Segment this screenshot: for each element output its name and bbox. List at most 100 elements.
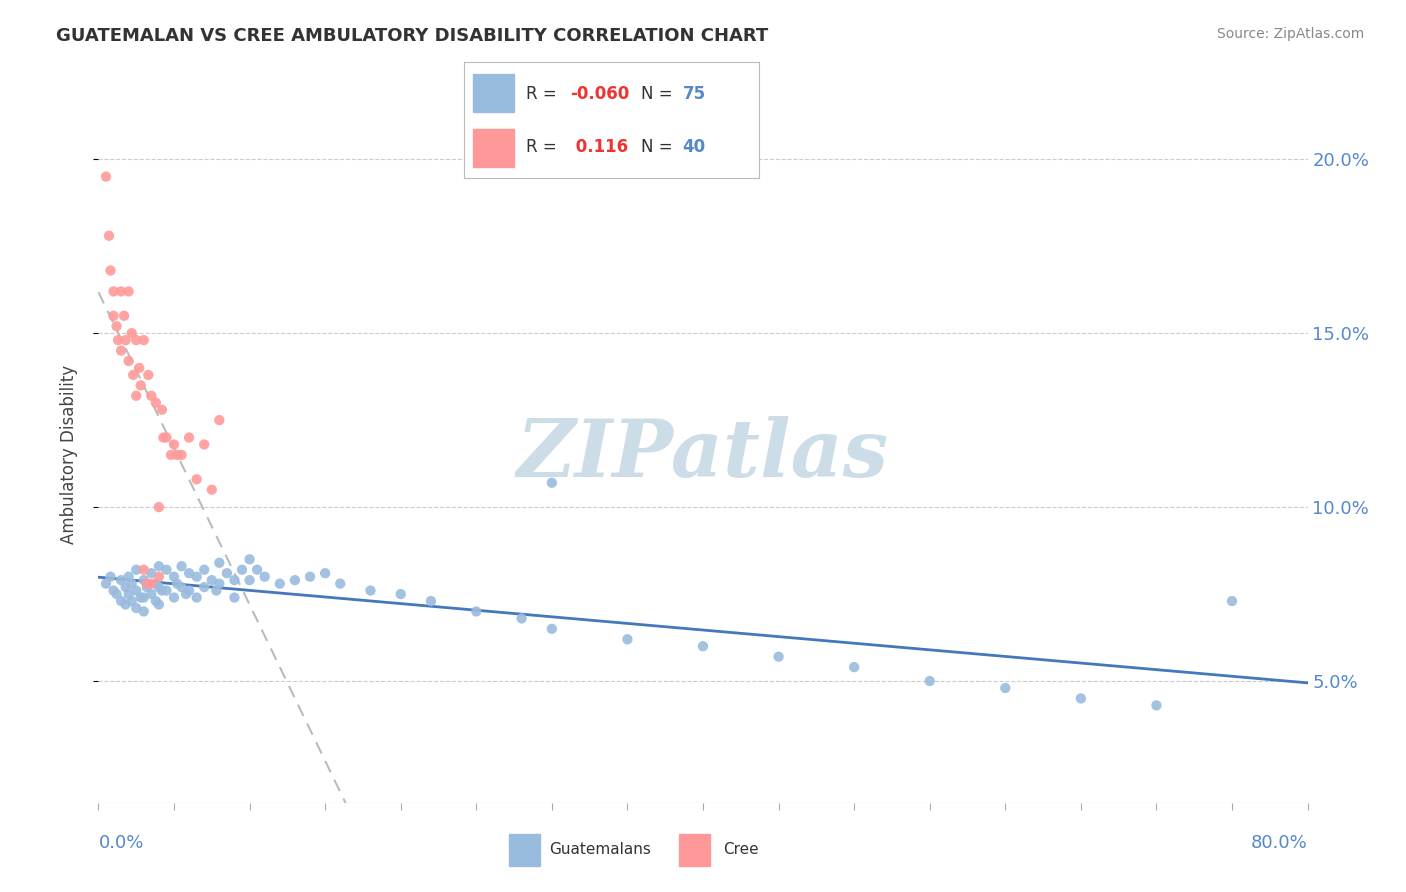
Point — [132, 333, 155, 347]
Point — [118, 285, 141, 299]
Point — [141, 576, 163, 591]
Point — [692, 639, 714, 653]
Point — [166, 448, 188, 462]
Point — [246, 563, 269, 577]
Point — [110, 285, 132, 299]
Point — [125, 601, 148, 615]
Point — [125, 389, 148, 403]
Point — [118, 354, 141, 368]
Text: R =: R = — [526, 85, 562, 103]
Point — [420, 594, 443, 608]
Point — [540, 475, 562, 490]
Point — [121, 594, 143, 608]
Text: -0.060: -0.060 — [571, 85, 630, 103]
Point — [510, 611, 533, 625]
Point — [128, 360, 150, 375]
Point — [141, 389, 163, 403]
Point — [125, 563, 148, 577]
Point — [224, 573, 246, 587]
Point — [150, 583, 173, 598]
Point — [844, 660, 866, 674]
Point — [110, 573, 132, 587]
Point — [465, 605, 488, 619]
Point — [170, 580, 193, 594]
Point — [186, 472, 208, 486]
Point — [148, 500, 170, 514]
Text: 80.0%: 80.0% — [1251, 834, 1308, 852]
Bar — [679, 833, 710, 865]
Point — [155, 430, 177, 444]
Text: Source: ZipAtlas.com: Source: ZipAtlas.com — [1216, 27, 1364, 41]
Text: 75: 75 — [682, 85, 706, 103]
Point — [918, 674, 941, 689]
Point — [150, 402, 173, 417]
Point — [103, 309, 125, 323]
Point — [152, 430, 174, 444]
Point — [110, 594, 132, 608]
Point — [389, 587, 412, 601]
Point — [107, 333, 129, 347]
Point — [132, 605, 155, 619]
Point — [215, 566, 238, 581]
Point — [125, 583, 148, 598]
Point — [145, 594, 167, 608]
Point — [224, 591, 246, 605]
Point — [239, 552, 262, 566]
Point — [118, 569, 141, 583]
Point — [135, 580, 157, 594]
Point — [100, 263, 122, 277]
Point — [208, 556, 231, 570]
Point — [186, 591, 208, 605]
Point — [132, 573, 155, 587]
Point — [179, 583, 201, 598]
Point — [155, 583, 177, 598]
Point — [148, 580, 170, 594]
Point — [141, 566, 163, 581]
Point — [148, 598, 170, 612]
Point — [179, 566, 201, 581]
Point — [163, 569, 186, 583]
Point — [208, 576, 231, 591]
Point — [112, 309, 135, 323]
Point — [100, 569, 122, 583]
Point — [122, 368, 145, 382]
Text: 0.0%: 0.0% — [98, 834, 143, 852]
Point — [314, 566, 336, 581]
Point — [1220, 594, 1243, 608]
Point — [118, 587, 141, 601]
Bar — [472, 74, 515, 112]
Point — [239, 573, 262, 587]
Point — [103, 583, 125, 598]
Point — [208, 413, 231, 427]
Point — [98, 228, 121, 243]
Point — [114, 580, 136, 594]
Point — [114, 598, 136, 612]
Point — [1144, 698, 1167, 713]
Point — [132, 563, 155, 577]
Point — [253, 569, 276, 583]
Point — [121, 576, 143, 591]
Point — [163, 591, 186, 605]
Y-axis label: Ambulatory Disability: Ambulatory Disability — [59, 366, 77, 544]
Point — [193, 580, 215, 594]
Point — [616, 632, 638, 647]
Point — [163, 437, 186, 451]
Point — [284, 573, 307, 587]
Point — [145, 576, 167, 591]
Point — [160, 448, 183, 462]
Point — [994, 681, 1017, 695]
Point — [148, 559, 170, 574]
Text: R =: R = — [526, 138, 562, 156]
Point — [114, 333, 136, 347]
Point — [110, 343, 132, 358]
Point — [540, 622, 562, 636]
Point — [121, 326, 143, 340]
Point — [105, 587, 128, 601]
Point — [129, 378, 152, 392]
Point — [269, 576, 291, 591]
Point — [329, 576, 352, 591]
Point — [166, 576, 188, 591]
Point — [299, 569, 322, 583]
Point — [132, 591, 155, 605]
Point — [179, 430, 201, 444]
